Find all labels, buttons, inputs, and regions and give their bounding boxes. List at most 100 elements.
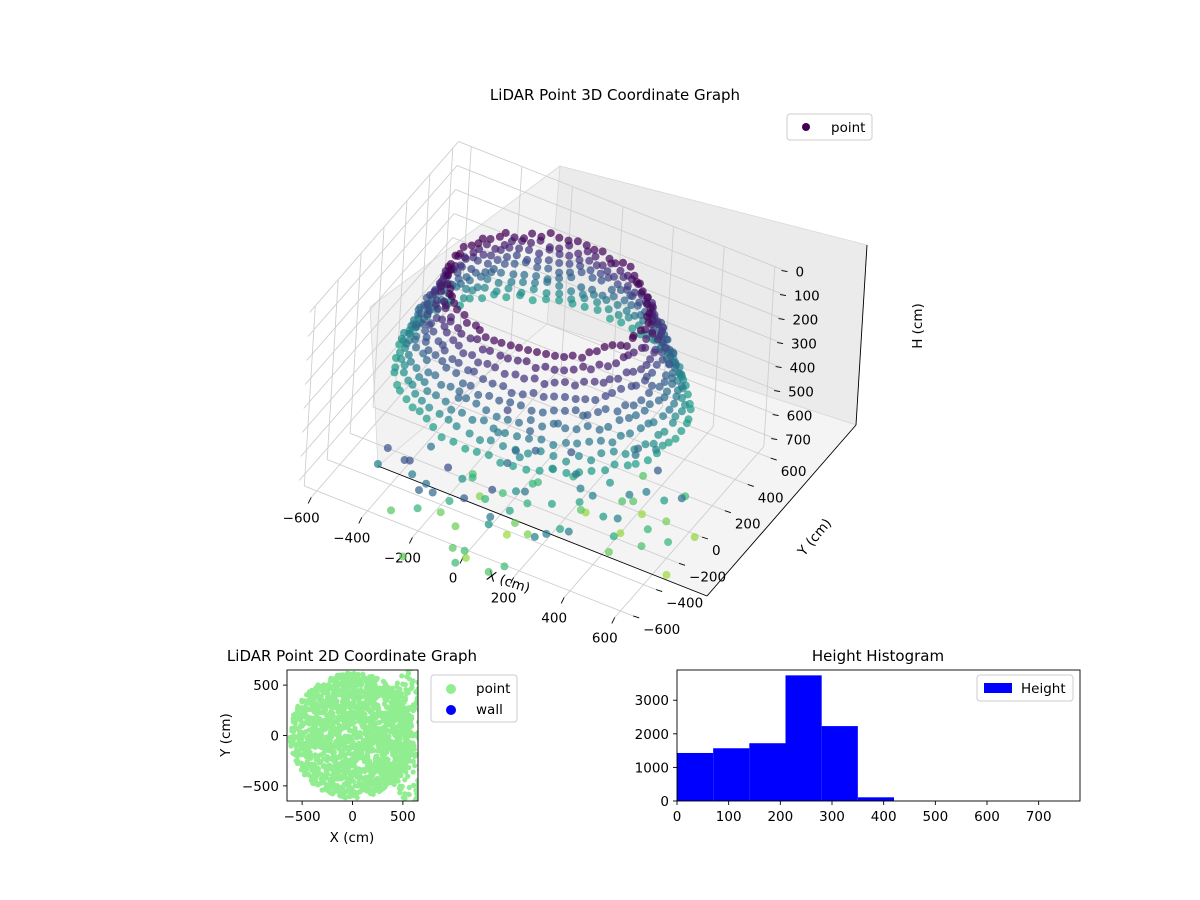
plot3d-point [534,256,542,265]
hist-x-tick-label: 300 [819,809,845,825]
plot3d-z-tick [774,390,781,392]
plot2d-point [379,746,385,752]
plot2d-point [325,771,331,778]
plot3d-point [428,488,437,497]
plot3d-point [505,506,514,515]
plot2d-point [292,715,298,721]
plot3d-point [452,369,461,378]
plot3d-point [442,328,451,337]
plot2d-point [303,748,309,755]
plot3d-point [402,395,411,404]
plot2d-point [406,705,413,711]
plot2d-point [366,767,372,774]
plot3d-point [623,461,632,470]
plot3d-point [458,379,467,388]
plot3d-point [528,479,537,488]
plot3d-point [565,259,574,268]
plot3d-point [460,546,469,555]
plot3d-title: LiDAR Point 3D Coordinate Graph [490,86,740,104]
plot3d-point [595,360,604,369]
plot2d-point [410,769,416,775]
plot3d-point [397,355,406,364]
plot3d-point [446,382,455,391]
plot2d-point [335,688,341,694]
plot2d-point [311,725,317,731]
plot2d-point [403,748,409,754]
plot3d-point [644,318,653,327]
plot3d-point [604,305,613,314]
plot2d-point [393,733,399,739]
plot2d-point [343,738,349,744]
plot3d-point [454,274,463,283]
plot3d-point [619,353,628,362]
plot3d-point [506,398,515,407]
plot2d-point [415,690,418,696]
plot2d-point [340,697,346,704]
plot2d-point [402,795,408,801]
plot3d-point [491,244,500,253]
plot2d-point [351,742,357,749]
plot3d-point [682,419,691,428]
plot3d-point [526,427,535,436]
plot2d-point [318,700,324,706]
plot3d-point [449,336,458,345]
plot2d-point [393,715,399,721]
plot3d-point [629,401,638,410]
plot3d-point [671,412,680,421]
plot2d-point [337,793,343,799]
plot3d-point [412,364,421,372]
plot3d-z-tick [779,294,787,296]
plot3d-point [594,408,602,417]
plot3d-point [537,435,546,444]
plot2d-point [367,685,373,691]
plot2d-point [337,672,343,678]
plot3d-point [605,254,614,263]
plot3d-point [616,341,625,350]
plot3d-point [571,381,579,390]
plot2d-point [425,747,430,752]
plot3d-point [568,351,577,360]
plot2d-point [377,719,383,725]
plot3d-point [541,362,550,371]
plot3d-x-tick [560,597,565,604]
plot2d-point [375,748,381,754]
plot2d-point [327,710,333,717]
plot3d-y-tick-label: −200 [689,569,726,585]
plot2d-point [424,755,429,760]
plot2d-point [316,684,322,690]
plot2d-point [337,742,343,748]
plot3d-legend-marker [802,123,810,131]
plot2d-point [386,719,392,725]
plot2d-point [303,754,309,760]
plot3d-point [529,285,538,294]
plot3d-point [502,530,511,539]
plot3d-z-tick-label: 100 [794,289,820,305]
plot3d-y-tick [770,457,777,461]
plot3d-point [569,365,578,374]
plot2d-point [440,726,445,731]
plot2d-point [304,719,310,725]
plot3d-point [424,368,433,377]
plot3d-point [413,504,422,513]
plot2d-point [340,772,347,778]
plot2d-x-label: X (cm) [330,830,375,846]
plot3d-point [444,415,453,424]
plot2d-point [354,680,360,687]
plot2d-point [394,695,400,701]
plot2d-point [405,773,411,779]
plot2d-point [308,752,314,758]
plot3d-point [649,439,658,448]
plot3d-point [542,350,551,358]
plot3d-point [646,355,655,364]
plot2d-point [349,769,355,775]
plot3d-point [657,348,666,357]
plot3d-point [583,422,592,431]
plot3d-point [620,296,629,305]
plot2d-point [426,729,431,734]
plot3d-point [586,266,595,275]
plot3d-point [644,419,653,428]
plot3d-point [472,447,481,456]
plot3d-point [492,412,501,421]
plot3d-point [451,251,460,260]
plot2d-point [341,790,348,796]
